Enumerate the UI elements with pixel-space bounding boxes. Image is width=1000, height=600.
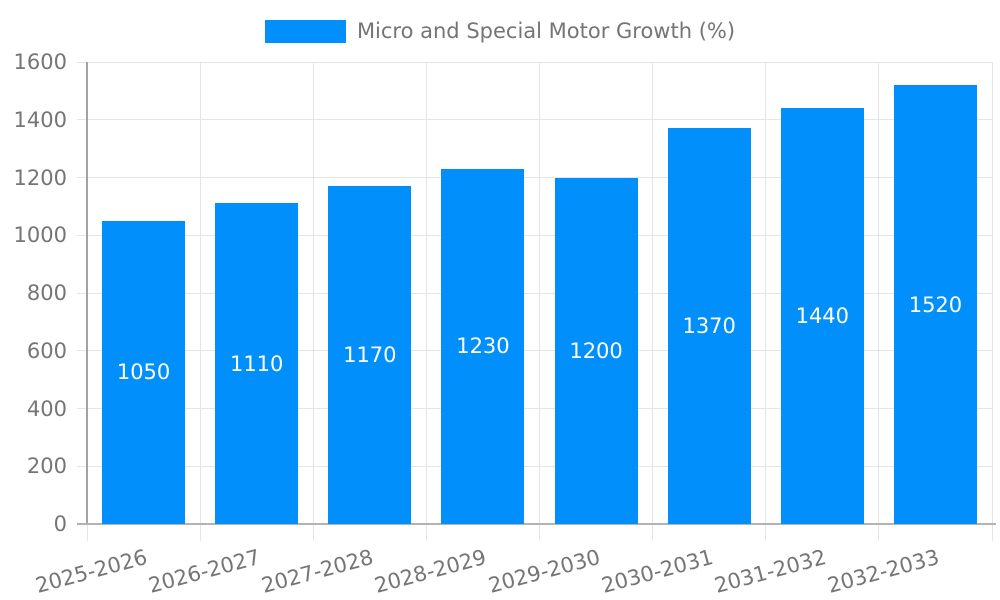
y-axis-label: 1200: [13, 165, 67, 190]
bar: 1050: [102, 220, 186, 524]
x-gridline: [312, 62, 314, 541]
x-gridline: [199, 62, 201, 541]
bar-value-label: 1110: [229, 351, 284, 376]
x-axis-line: [77, 523, 996, 525]
bar-value-label: 1440: [795, 304, 850, 329]
legend[interactable]: Micro and Special Motor Growth (%): [0, 18, 1000, 45]
y-axis-label: 1400: [13, 107, 67, 132]
y-axis-label: 0: [53, 512, 67, 536]
y-gridline: [77, 61, 992, 63]
bar: 1520: [893, 85, 977, 524]
y-gridline: [77, 350, 992, 352]
bar: 1200: [554, 177, 638, 524]
x-axis-label: 2028-2029: [372, 545, 490, 598]
x-gridline: [878, 62, 880, 541]
y-axis-label: 200: [26, 454, 67, 479]
y-gridline: [77, 177, 992, 178]
y-gridline: [77, 119, 992, 121]
y-axis-label: 600: [26, 338, 67, 363]
y-axis-line: [86, 62, 88, 524]
bar: 1440: [780, 108, 864, 524]
x-gridline: [425, 62, 427, 541]
bar-value-label: 1050: [116, 360, 171, 385]
x-axis-label: 2026-2027: [146, 545, 263, 598]
bar: 1170: [328, 186, 412, 524]
bar-value-label: 1520: [908, 292, 963, 317]
x-axis-label: 2025-2026: [32, 545, 150, 598]
y-gridline: [77, 234, 992, 236]
x-axis-label: 2030-2031: [598, 545, 716, 598]
bar: 1370: [667, 128, 751, 524]
x-axis-label: 2029-2030: [485, 545, 603, 598]
x-axis-label: 2031-2032: [711, 545, 829, 598]
bar: 1110: [215, 203, 299, 524]
bar-value-label: 1230: [456, 334, 510, 359]
y-axis-label: 800: [26, 281, 67, 305]
bar: 1230: [441, 168, 525, 524]
bar-value-label: 1200: [569, 338, 623, 363]
x-axis-label: 2027-2028: [259, 545, 377, 598]
legend-marker: [264, 20, 346, 43]
y-gridline: [77, 465, 992, 467]
y-axis-label: 1600: [13, 50, 67, 74]
y-axis-label: 1000: [13, 223, 67, 248]
bar-value-label: 1170: [343, 343, 397, 368]
x-gridline: [991, 62, 993, 541]
x-axis-label: 2032-2033: [824, 545, 942, 598]
y-axis-label: 400: [26, 396, 67, 421]
bar-value-label: 1370: [682, 314, 736, 339]
legend-label: Micro and Special Motor Growth (%): [356, 19, 736, 43]
y-gridline: [77, 408, 992, 409]
x-gridline: [765, 62, 767, 541]
x-gridline: [652, 62, 654, 541]
y-gridline: [77, 292, 992, 294]
x-gridline: [539, 62, 540, 541]
